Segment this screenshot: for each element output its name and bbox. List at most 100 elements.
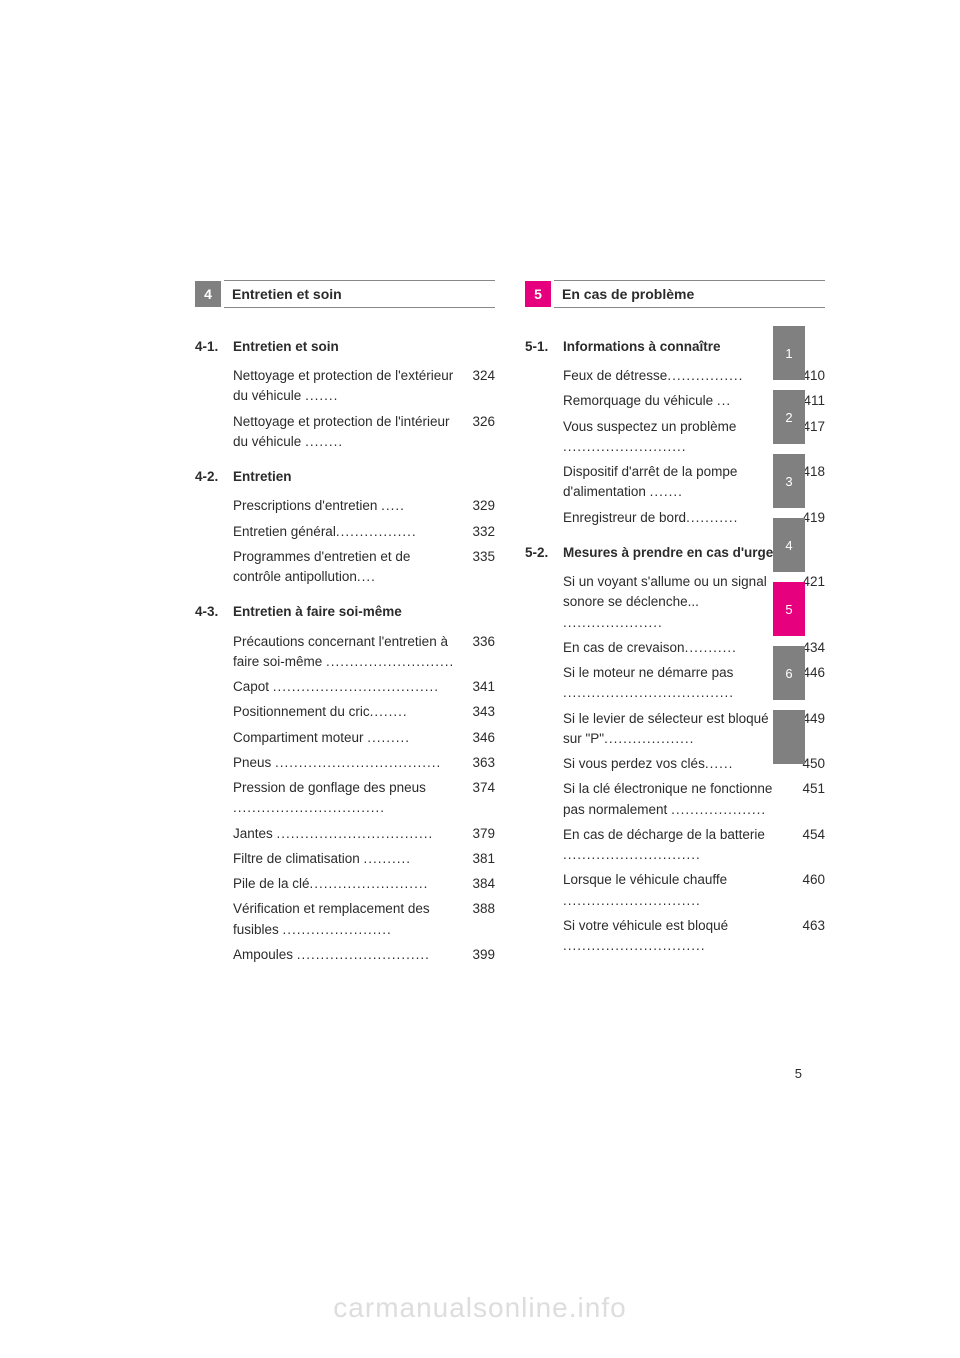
toc-entry-label: Si vous perdez vos clés...... <box>563 754 791 774</box>
leader-dots: ................................... <box>275 755 441 770</box>
toc-entry-label: Programmes d'entretien et de contrôle an… <box>233 547 461 588</box>
leader-dots: .......... <box>364 851 412 866</box>
toc-entry-label: Si le levier de sélecteur est bloqué sur… <box>563 709 791 750</box>
toc-entry-page: 335 <box>461 547 495 588</box>
toc-entry-page: 451 <box>791 779 825 820</box>
toc-entry[interactable]: Jantes .................................… <box>233 824 495 844</box>
toc-entry-label: Ampoules ............................ <box>233 945 461 965</box>
subsection-number: 5-1. <box>525 338 563 356</box>
leader-dots: ... <box>717 393 731 408</box>
section-4-number-box: 4 <box>195 281 221 307</box>
toc-entry[interactable]: Précautions concernant l'entretien à fai… <box>233 632 495 673</box>
toc-entry-page: 332 <box>461 522 495 542</box>
leader-dots: ......................... <box>310 876 429 891</box>
toc-entry-label: Lorsque le véhicule chauffe ............… <box>563 870 791 911</box>
toc-entry-label: En cas de crevaison........... <box>563 638 791 658</box>
leader-dots: ........ <box>370 704 408 719</box>
chapter-tab-3[interactable]: 3 <box>773 454 805 508</box>
toc-entry[interactable]: Vérification et remplacement des fusible… <box>233 899 495 940</box>
toc-entry-page: 346 <box>461 728 495 748</box>
toc-entry[interactable]: En cas de décharge de la batterie ......… <box>563 825 825 866</box>
leader-dots: ....... <box>305 388 338 403</box>
left-subsection-heading: 4-1.Entretien et soin <box>195 338 495 356</box>
leader-dots: ....... <box>650 484 683 499</box>
toc-entry-label: Pile de la clé......................... <box>233 874 461 894</box>
toc-entry[interactable]: Filtre de climatisation ..........381 <box>233 849 495 869</box>
toc-entry[interactable]: Entretien général.................332 <box>233 522 495 542</box>
toc-entry-label: Nettoyage et protection de l'extérieur d… <box>233 366 461 407</box>
toc-entry[interactable]: Positionnement du cric........343 <box>233 702 495 722</box>
toc-entry-page: 326 <box>461 412 495 453</box>
leader-dots: ....................... <box>283 922 392 937</box>
toc-entry[interactable]: Ampoules ............................399 <box>233 945 495 965</box>
toc-entry-label: Précautions concernant l'entretien à fai… <box>233 632 461 673</box>
toc-entry-page: 463 <box>791 916 825 957</box>
toc-entry-label: Remorquage du véhicule ... <box>563 391 791 411</box>
page-number: 5 <box>795 1066 802 1081</box>
toc-entry-label: Compartiment moteur ......... <box>233 728 461 748</box>
toc-entry[interactable]: Si votre véhicule est bloqué ...........… <box>563 916 825 957</box>
chapter-tab-blank[interactable] <box>773 710 805 764</box>
toc-entry[interactable]: Pneus ..................................… <box>233 753 495 773</box>
chapter-tab-6[interactable]: 6 <box>773 646 805 700</box>
leader-dots: ............................ <box>297 947 430 962</box>
toc-entry[interactable]: Capot ..................................… <box>233 677 495 697</box>
toc-entry-page: 379 <box>461 824 495 844</box>
chapter-tab-1[interactable]: 1 <box>773 326 805 380</box>
toc-entry-label: Si la clé électronique ne fonctionne pas… <box>563 779 791 820</box>
section-5-number-box: 5 <box>525 281 551 307</box>
chapter-tab-2[interactable]: 2 <box>773 390 805 444</box>
toc-entry-page: 324 <box>461 366 495 407</box>
section-4-title: Entretien et soin <box>224 280 495 308</box>
toc-entry[interactable]: Pile de la clé.........................3… <box>233 874 495 894</box>
leader-dots: ........ <box>305 434 343 449</box>
watermark-text: carmanualsonline.info <box>0 1292 960 1324</box>
chapter-tabs: 1 2 3 4 5 6 <box>773 326 805 774</box>
toc-entry[interactable]: Pression de gonflage des pneus .........… <box>233 778 495 819</box>
leader-dots: .............................. <box>563 938 706 953</box>
toc-entry-page: 454 <box>791 825 825 866</box>
toc-entry-label: Positionnement du cric........ <box>233 702 461 722</box>
toc-entry-page: 381 <box>461 849 495 869</box>
leader-dots: ................................ <box>233 800 385 815</box>
toc-entry-label: Vérification et remplacement des fusible… <box>233 899 461 940</box>
toc-entry[interactable]: Si la clé électronique ne fonctionne pas… <box>563 779 825 820</box>
toc-entry-label: Capot ..................................… <box>233 677 461 697</box>
leader-dots: ........... <box>685 640 737 655</box>
toc-entry-label: Filtre de climatisation .......... <box>233 849 461 869</box>
leader-dots: ................................. <box>277 826 434 841</box>
subsection-title: Entretien <box>233 468 495 486</box>
subsection-number: 5-2. <box>525 544 563 562</box>
toc-entry[interactable]: Nettoyage et protection de l'intérieur d… <box>233 412 495 453</box>
chapter-tab-5[interactable]: 5 <box>773 582 805 636</box>
content-columns: 4 Entretien et soin 4-1.Entretien et soi… <box>0 0 960 981</box>
toc-entry-page: 329 <box>461 496 495 516</box>
leader-dots: ............................. <box>563 893 701 908</box>
toc-entry-label: Enregistreur de bord........... <box>563 508 791 528</box>
toc-entry[interactable]: Programmes d'entretien et de contrôle an… <box>233 547 495 588</box>
subsection-number: 4-1. <box>195 338 233 356</box>
leader-dots: ................. <box>336 524 417 539</box>
leader-dots: ................... <box>604 731 694 746</box>
leader-dots: ................................... <box>273 679 439 694</box>
toc-entry-page: 374 <box>461 778 495 819</box>
toc-entry[interactable]: Nettoyage et protection de l'extérieur d… <box>233 366 495 407</box>
subsection-number: 4-2. <box>195 468 233 486</box>
left-subsection-heading: 4-3.Entretien à faire soi-même <box>195 603 495 621</box>
leader-dots: ..................... <box>563 615 663 630</box>
leader-dots: .................................... <box>563 685 734 700</box>
left-subsections: 4-1.Entretien et soin Nettoyage et protec… <box>195 338 495 965</box>
chapter-tab-4[interactable]: 4 <box>773 518 805 572</box>
toc-entries: Précautions concernant l'entretien à fai… <box>233 632 495 966</box>
toc-entry-label: Feux de détresse................ <box>563 366 791 386</box>
toc-entry[interactable]: Lorsque le véhicule chauffe ............… <box>563 870 825 911</box>
toc-entry-label: Si un voyant s'allume ou un signal sonor… <box>563 572 791 633</box>
leader-dots: ...... <box>705 756 734 771</box>
leader-dots: ..... <box>381 498 405 513</box>
toc-entry-label: Entretien général................. <box>233 522 461 542</box>
leader-dots: ........... <box>686 510 738 525</box>
toc-entry[interactable]: Compartiment moteur .........346 <box>233 728 495 748</box>
toc-entry[interactable]: Prescriptions d'entretien .....329 <box>233 496 495 516</box>
left-column: 4 Entretien et soin 4-1.Entretien et soi… <box>195 280 495 981</box>
toc-entry-label: Dispositif d'arrêt de la pompe d'aliment… <box>563 462 791 503</box>
